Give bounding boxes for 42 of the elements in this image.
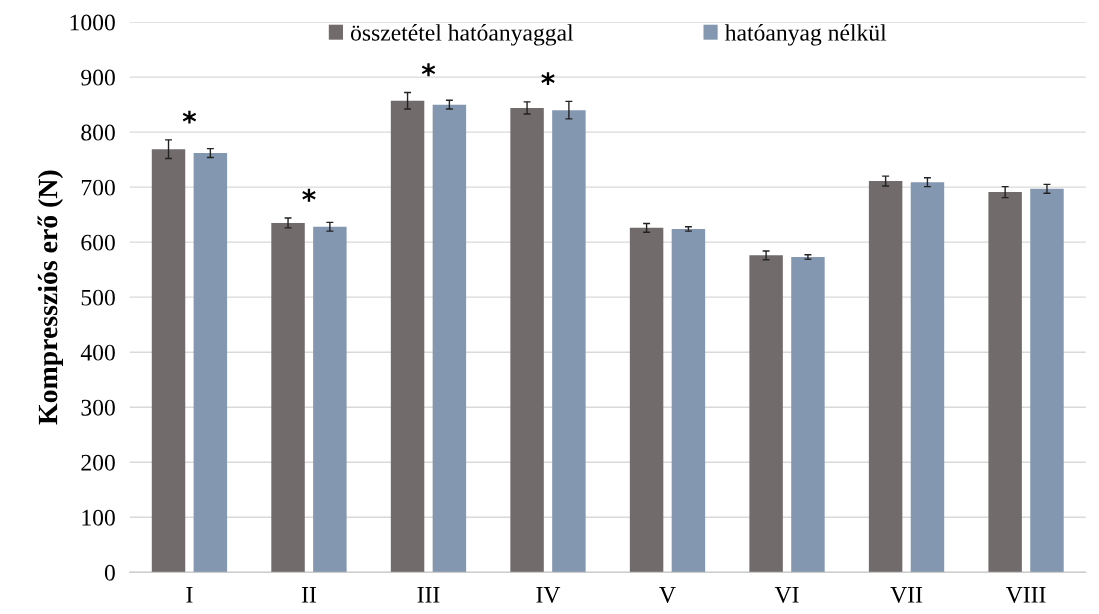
y-tick-label: 900	[81, 69, 115, 86]
annotation: *	[182, 110, 197, 124]
x-tick-label: V	[659, 587, 676, 603]
bar	[749, 255, 783, 573]
bar	[313, 226, 347, 573]
legend-label: összetétel hatóanyaggal	[350, 24, 574, 46]
bar	[988, 192, 1022, 573]
bar	[629, 227, 664, 573]
y-tick-label: 700	[81, 179, 115, 196]
y-tick-label: 400	[80, 344, 115, 361]
bar	[552, 110, 586, 573]
x-tick-label: III	[417, 587, 440, 603]
bar	[151, 149, 186, 573]
bar	[671, 228, 706, 573]
x-tick-label: VII	[890, 587, 923, 603]
y-tick-label: 0	[104, 564, 115, 581]
y-tick-label: 800	[81, 124, 115, 141]
bar	[1030, 188, 1064, 573]
bar	[868, 181, 903, 573]
bar	[791, 257, 825, 573]
bar	[510, 107, 544, 573]
bar	[432, 104, 467, 573]
bar	[271, 222, 305, 573]
bar	[390, 100, 425, 573]
y-tick-label: 600	[81, 234, 115, 251]
y-tick-label: 1000	[70, 14, 115, 31]
x-tick-label: IV	[536, 587, 561, 603]
legend-label: hatóanyag nélkül	[724, 24, 887, 46]
y-tick-label: 300	[81, 399, 115, 416]
y-tick-label: 500	[81, 289, 115, 306]
annotation: *	[421, 63, 436, 77]
x-tick-label: VIII	[1006, 587, 1046, 603]
x-tick-label: VI	[774, 587, 799, 603]
x-tick-label: I	[186, 587, 193, 603]
bar	[910, 182, 945, 573]
y-tick-label: 100	[82, 509, 115, 526]
annotation: *	[541, 72, 555, 86]
x-tick-label: II	[301, 587, 316, 603]
y-axis-title: Kompressziós erő (N)	[37, 170, 64, 425]
annotation: *	[302, 188, 316, 202]
y-tick-label: 200	[81, 454, 115, 471]
bar	[193, 153, 228, 573]
